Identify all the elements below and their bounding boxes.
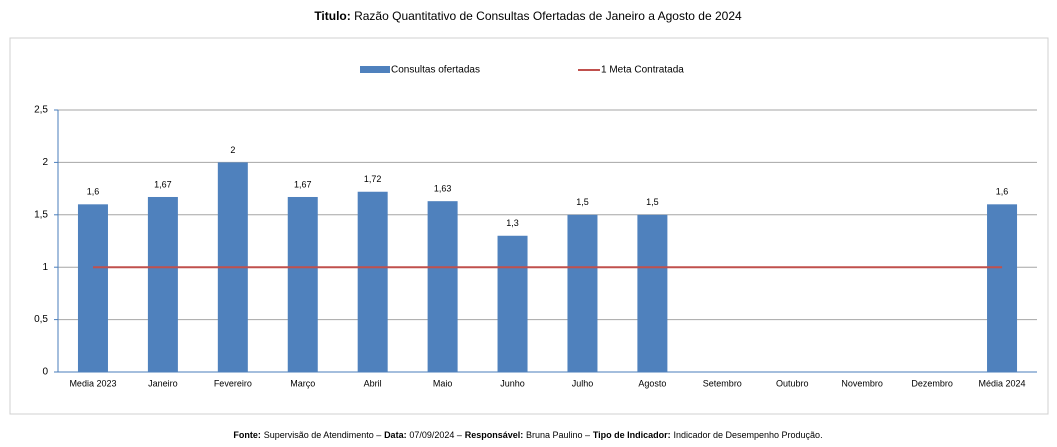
legend-label: Consultas ofertadas (391, 65, 480, 76)
footer-text: 07/09/2024 – (409, 430, 462, 440)
bar (637, 214, 668, 372)
data-label: 1,6 (996, 187, 1009, 197)
data-label: 1,6 (87, 187, 100, 197)
footer-text: Supervisão de Atendimento – (264, 430, 382, 440)
y-tick-label: 0 (42, 367, 48, 378)
x-tick-label: Abril (364, 378, 382, 388)
x-tick-label: Janeiro (148, 378, 178, 388)
data-label: 1,63 (434, 184, 452, 194)
footer-label: Fonte: (233, 430, 261, 440)
data-label: 1,67 (294, 179, 312, 189)
bar (987, 204, 1018, 372)
legend-label: 1 Meta Contratada (601, 65, 684, 76)
x-tick-label: Agosto (638, 378, 666, 388)
x-tick-label: Setembro (703, 378, 742, 388)
bar (147, 196, 178, 372)
title-text: Razão Quantitativo de Consultas Ofertada… (354, 9, 742, 23)
x-tick-label: Media 2023 (69, 378, 116, 388)
x-tick-label: Média 2024 (979, 378, 1026, 388)
chart-title: Titulo: Razão Quantitativo de Consultas … (314, 9, 742, 23)
bar (427, 201, 458, 372)
bar (497, 235, 528, 372)
y-tick-label: 0,5 (34, 314, 48, 325)
footer-label: Data: (384, 430, 407, 440)
chart-frame (9, 37, 1049, 415)
data-label: 1,5 (576, 197, 589, 207)
x-tick-label: Maio (433, 378, 453, 388)
bar (567, 214, 598, 372)
y-tick-label: 1 (42, 262, 48, 273)
footer-label: Responsável: (465, 430, 524, 440)
footer-text: Indicador de Desempenho Produção. (673, 430, 822, 440)
bar (287, 196, 318, 372)
x-tick-label: Março (290, 378, 315, 388)
bar (357, 191, 388, 372)
legend-swatch (360, 66, 390, 73)
data-label: 2 (230, 145, 235, 155)
x-tick-label: Novembro (841, 378, 883, 388)
data-label: 1,67 (154, 179, 172, 189)
x-tick-label: Junho (500, 378, 525, 388)
data-label: 1,72 (364, 174, 382, 184)
title-label: Titulo: (314, 9, 350, 23)
x-tick-label: Outubro (776, 378, 809, 388)
y-tick-label: 2,5 (34, 105, 48, 116)
data-label: 1,3 (506, 218, 519, 228)
footer-label: Tipo de Indicador: (593, 430, 671, 440)
footer-text: Bruna Paulino – (526, 430, 590, 440)
footer: Fonte: Supervisão de Atendimento – Data:… (233, 430, 822, 441)
x-tick-label: Fevereiro (214, 378, 252, 388)
y-tick-label: 2 (42, 157, 48, 168)
x-tick-label: Dezembro (911, 378, 953, 388)
y-tick-label: 1,5 (34, 209, 48, 220)
bar (77, 204, 108, 372)
x-tick-label: Julho (572, 378, 594, 388)
data-label: 1,5 (646, 197, 659, 207)
